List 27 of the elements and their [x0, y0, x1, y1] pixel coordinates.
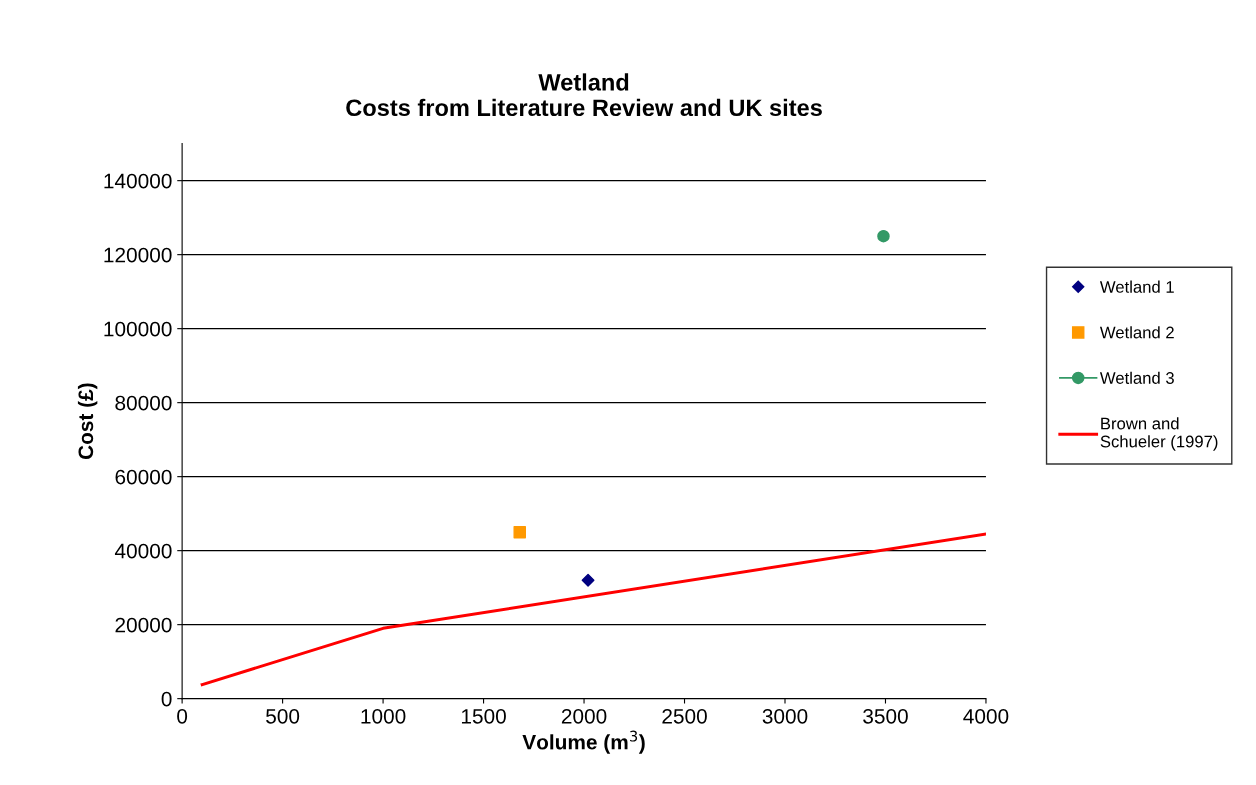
y-tick-label: 120000 — [104, 247, 172, 263]
y-tick-label: 60000 — [115, 469, 172, 485]
x-tick-label: 2000 — [561, 708, 607, 724]
x-tick-label: 2500 — [662, 708, 707, 724]
y-tick-label: 100000 — [104, 321, 172, 337]
x-tick-label: 3000 — [762, 708, 808, 724]
y-tick-label: 80000 — [115, 395, 172, 411]
legend-label: Wetland 3 — [1099, 371, 1174, 384]
x-tick-label: 4000 — [963, 708, 1009, 724]
x-tick-label: 500 — [266, 708, 300, 724]
legend-label: Wetland 2 — [1099, 326, 1174, 339]
y-tick-label: 40000 — [114, 543, 172, 559]
point — [513, 525, 526, 539]
chart-title: Wetland Costs from Literature Review and UK sites — [346, 73, 822, 117]
x-axis-title: Volume (m$^{3}$) — [522, 730, 645, 754]
x-tick-label: 1000 — [361, 708, 406, 724]
x-tick-label: 3500 — [863, 708, 908, 724]
y-tick-label: 140000 — [104, 173, 172, 189]
y-axis-title: Cost (£) — [77, 383, 98, 460]
legend-label: Wetland 1 — [1099, 280, 1174, 293]
point — [581, 573, 595, 587]
x-tick-label: 0 — [177, 708, 188, 724]
x-tick-label: 1500 — [461, 708, 506, 724]
y-tick-label: 20000 — [115, 617, 172, 633]
y-tick-label: 0 — [161, 691, 172, 707]
point — [877, 229, 890, 243]
legend-label: Brown and Schueler (1997) — [1100, 417, 1218, 451]
